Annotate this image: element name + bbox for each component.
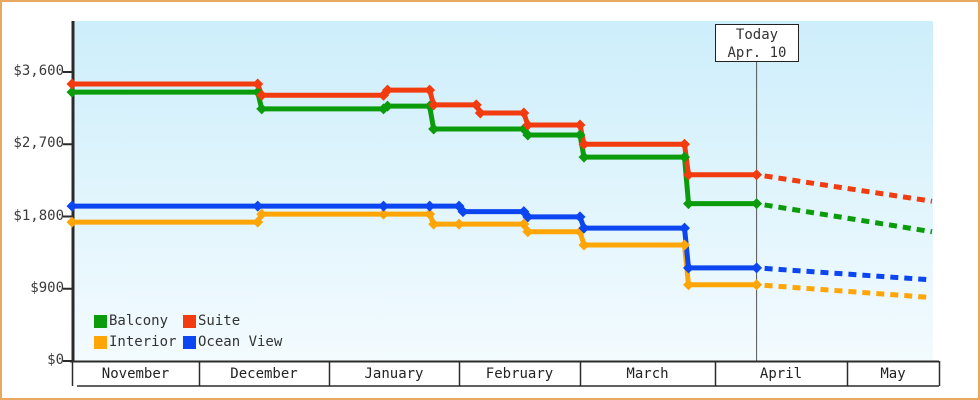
legend-label-suite: Suite [198, 313, 241, 329]
data-point-diamond-ocean-view [679, 222, 691, 234]
data-point-diamond-suite [751, 169, 763, 181]
data-point-diamond-ocean-view [751, 262, 763, 274]
series-line-suite [72, 81, 757, 178]
data-point-diamond-interior [66, 216, 78, 228]
data-point-diamond-suite [574, 119, 586, 131]
data-point-diamond-balcony [256, 103, 268, 115]
data-point-diamond-interior [252, 216, 264, 228]
data-point-diamond-suite [470, 99, 482, 111]
data-point-diamond-balcony [574, 129, 586, 141]
legend-item-suite: Suite [183, 313, 282, 329]
data-point-diamond-suite [66, 78, 78, 90]
series-line-interior [72, 211, 757, 288]
data-point-diamond-ocean-view [66, 200, 78, 212]
data-point-diamond-interior [679, 239, 691, 251]
data-point-diamond-suite [382, 84, 394, 96]
series-line-balcony [72, 89, 757, 207]
data-point-diamond-suite [518, 107, 530, 119]
data-point-diamond-suite [428, 99, 440, 111]
data-point-diamond-suite [683, 169, 695, 181]
data-point-diamond-balcony [522, 129, 534, 141]
plot-area [74, 21, 933, 361]
data-point-diamond-ocean-view [522, 211, 534, 223]
data-point-diamond-ocean-view [252, 200, 264, 212]
balcony-swatch-icon [94, 314, 107, 328]
today-label: Today [735, 27, 779, 43]
legend-label-interior: Interior [109, 334, 177, 350]
data-point-diamond-ocean-view [578, 222, 590, 234]
data-point-diamond-interior [518, 218, 530, 230]
data-point-diamond-ocean-view [424, 200, 436, 212]
data-point-diamond-ocean-view [378, 200, 390, 212]
data-point-diamond-suite [252, 78, 264, 90]
series-projection-suite [764, 173, 933, 204]
data-point-diamond-interior [751, 279, 763, 291]
data-point-diamond-ocean-view [574, 211, 586, 223]
data-point-diamond-ocean-view [457, 206, 469, 218]
data-point-diamond-interior [428, 218, 440, 230]
data-point-diamond-suite [522, 119, 534, 131]
today-date: Apr. 10 [727, 45, 787, 61]
data-point-diamond-ocean-view [683, 262, 695, 274]
series-projection-balcony [764, 202, 933, 235]
data-point-diamond-suite [679, 138, 691, 150]
data-point-diamond-balcony [751, 198, 763, 210]
data-point-diamond-balcony [683, 198, 695, 210]
data-point-diamond-interior [683, 279, 695, 291]
data-point-diamond-suite [256, 89, 268, 101]
data-point-diamond-interior [578, 239, 590, 251]
data-point-diamond-interior [378, 208, 390, 220]
data-point-diamond-suite [578, 138, 590, 150]
ocean-view-swatch-icon [183, 335, 196, 349]
data-point-diamond-suite [474, 107, 486, 119]
data-point-diamond-balcony [382, 100, 394, 112]
data-point-diamond-suite [424, 84, 436, 96]
legend-label-ocean-view: Ocean View [198, 334, 283, 350]
interior-swatch-icon [94, 335, 107, 349]
data-point-diamond-balcony [66, 86, 78, 98]
data-point-diamond-interior [522, 226, 534, 238]
data-point-diamond-balcony [578, 151, 590, 163]
data-point-diamond-interior [256, 208, 268, 220]
legend-item-balcony: Balcony [94, 313, 183, 329]
legend-item-ocean-view: Ocean View [183, 334, 283, 350]
data-point-diamond-interior [424, 208, 436, 220]
data-point-diamond-balcony [679, 151, 691, 163]
suite-swatch-icon [183, 314, 196, 328]
data-point-diamond-interior [453, 218, 465, 230]
legend-item-interior: Interior [94, 334, 183, 350]
today-marker-box: Today Apr. 10 [715, 24, 799, 62]
data-point-diamond-balcony [252, 86, 264, 98]
data-point-diamond-balcony [428, 123, 440, 135]
legend: Balcony Suite Interior Ocean View [94, 313, 283, 350]
legend-label-balcony: Balcony [109, 313, 169, 329]
